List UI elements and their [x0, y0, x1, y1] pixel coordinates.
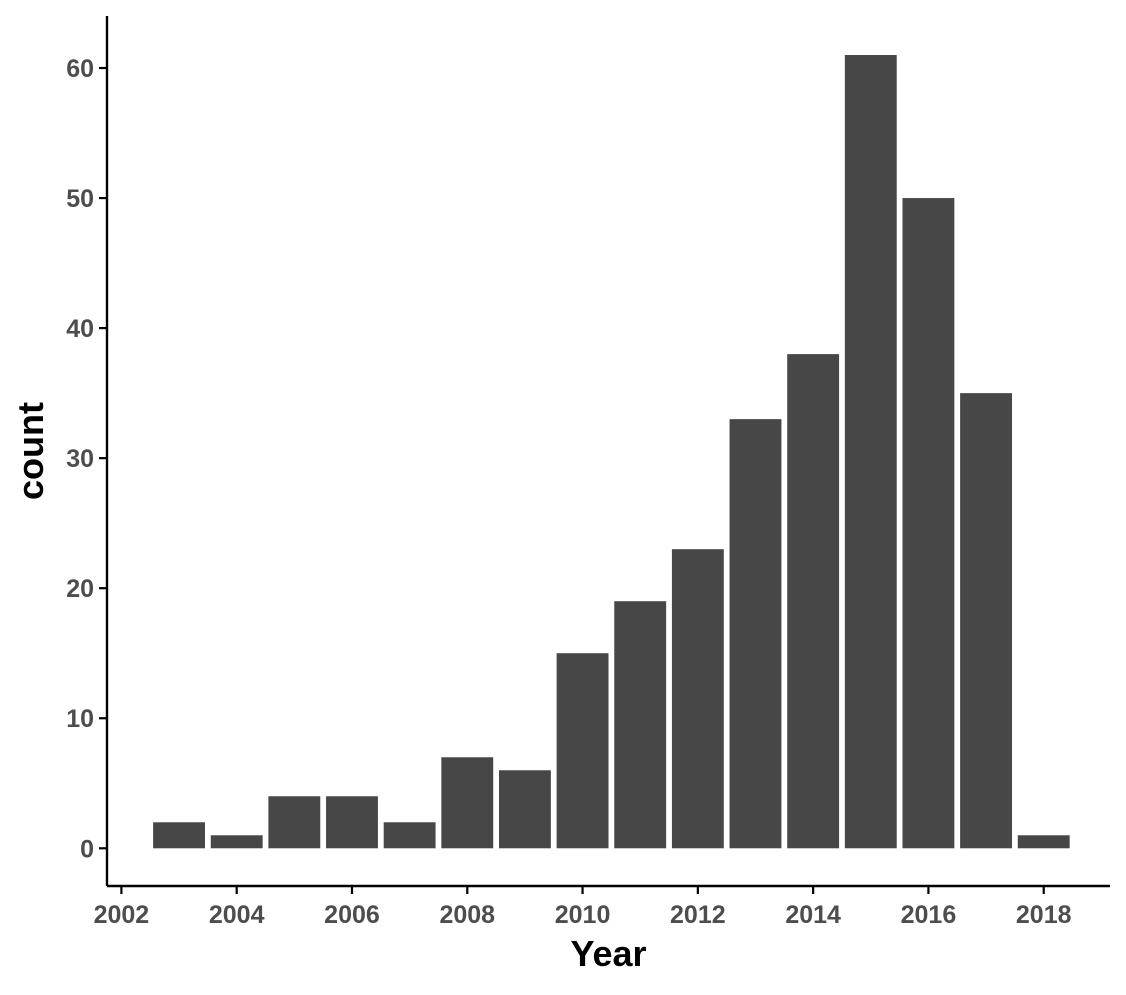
x-tick-label: 2014	[785, 901, 841, 929]
bar-2015	[844, 55, 897, 849]
y-axis-title: count	[10, 402, 51, 500]
y-axis: 0 10 20 30 40 50 60	[66, 16, 109, 886]
x-tick-label: 2018	[1016, 901, 1072, 929]
x-tick-label: 2006	[324, 901, 380, 929]
y-tick-label: 50	[66, 185, 94, 213]
x-axis: 2002 2004 2006 2008 2010 2012 2014 2016 2018	[94, 884, 1110, 929]
bar-2006	[326, 796, 378, 849]
bar-2016	[902, 198, 955, 849]
x-tick-label: 2010	[555, 901, 611, 929]
x-tick-label: 2016	[901, 901, 957, 929]
y-tick-label: 30	[66, 445, 94, 473]
bar-2010	[556, 653, 609, 849]
x-tick-label: 2002	[94, 901, 150, 929]
x-tick-label: 2012	[670, 901, 726, 929]
x-tick-label: 2008	[439, 901, 495, 929]
y-tick-label: 40	[66, 315, 94, 343]
y-tick-label: 20	[66, 575, 94, 603]
x-tick-label: 2004	[209, 901, 265, 929]
x-axis-title: Year	[570, 933, 646, 974]
y-tick-label: 60	[66, 55, 94, 83]
bar-2008	[441, 757, 494, 849]
bar-2003	[153, 822, 205, 849]
bar-2005	[268, 796, 321, 849]
bar-2017	[960, 393, 1013, 849]
bar-2011	[614, 601, 667, 849]
bar-2013	[729, 419, 782, 849]
bar-2012	[671, 549, 724, 849]
bar-2018	[1017, 835, 1070, 849]
bar-2009	[498, 770, 551, 849]
bar-2014	[787, 354, 840, 849]
bar-2004	[210, 835, 263, 849]
y-tick-label: 10	[66, 705, 94, 733]
y-tick-label: 0	[80, 835, 94, 863]
bar-2007	[383, 822, 436, 849]
bars-layer	[153, 55, 1070, 849]
